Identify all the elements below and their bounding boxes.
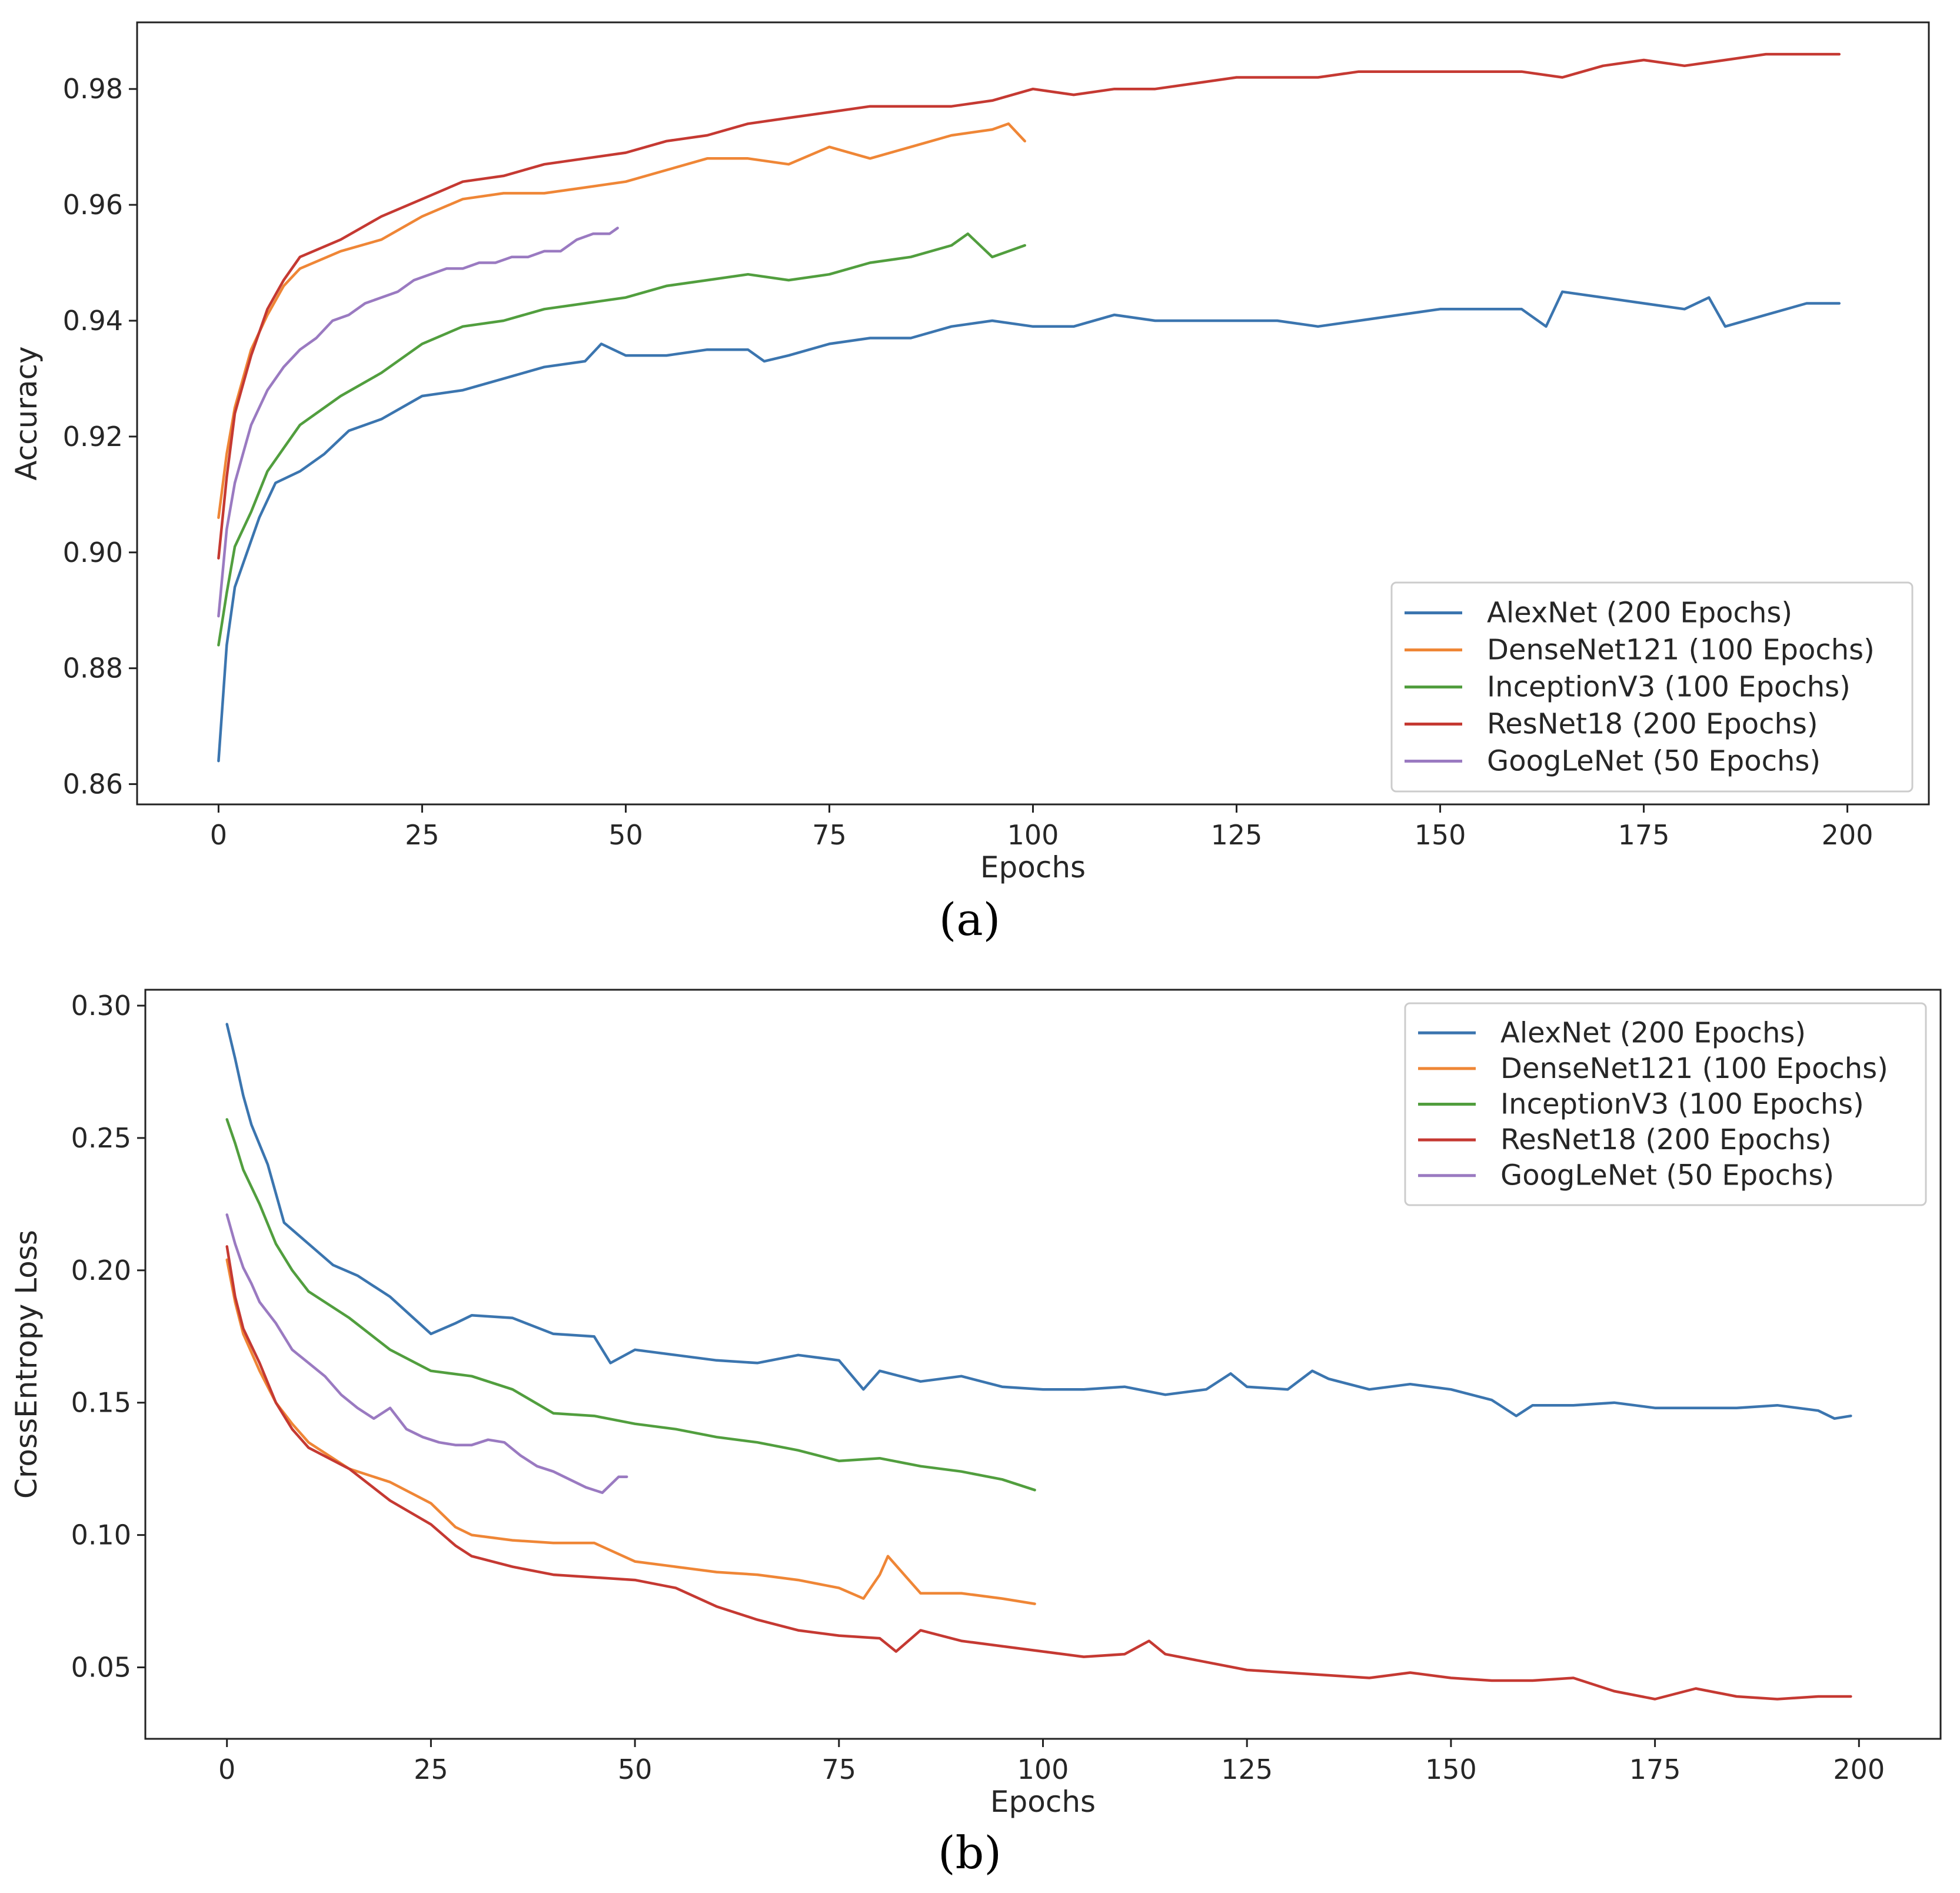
panel-b-y-axis-title: CrossEntropy Loss [9, 1230, 44, 1499]
panel-b-x-tick-label: 150 [1425, 1754, 1477, 1785]
panel-a-y-tick-label: 0.92 [63, 421, 123, 453]
panel-a-x-tick-label: 100 [1007, 819, 1059, 851]
panel-b-y-tick-label: 0.30 [71, 990, 131, 1022]
panel-b-y-tick-label: 0.25 [71, 1122, 131, 1154]
panel-a-x-tick-label: 75 [812, 819, 847, 851]
panel-a-y-axis-title: Accuracy [9, 346, 44, 480]
panel-a-legend-box [1390, 581, 1914, 793]
panel-b-y-tick-label: 0.10 [71, 1519, 131, 1551]
panel-b-x-tick-label: 25 [414, 1754, 448, 1785]
panel-a-x-tick-label: 50 [608, 819, 643, 851]
panel-a-legend-label-densenet121: DenseNet121 (100 Epochs) [1487, 634, 1875, 667]
panel-a-x-tick-label: 150 [1415, 819, 1466, 851]
panel-b-series-line-googlenet [225, 1213, 628, 1494]
panel-b-series-line-inceptionv3 [225, 1118, 1036, 1492]
panel-label-b: (b) [938, 1827, 1001, 1879]
panel-b-legend-label-densenet121: DenseNet121 (100 Epochs) [1500, 1052, 1888, 1085]
panel-a-x-tick-label: 200 [1822, 819, 1874, 851]
panel-a-legend-label-resnet18: ResNet18 (200 Epochs) [1487, 708, 1818, 741]
panel-a-y-tick-label: 0.88 [63, 653, 123, 684]
panel-a-y-tick-label: 0.96 [63, 189, 123, 221]
panel-b-legend-box [1404, 1002, 1927, 1206]
panel-b-x-tick-label: 125 [1221, 1754, 1273, 1785]
panel-b-legend-label-resnet18: ResNet18 (200 Epochs) [1500, 1123, 1832, 1156]
panel-a-series-line-resnet18 [217, 52, 1841, 560]
panel-b-x-tick-label: 0 [218, 1754, 235, 1785]
panel-b-x-axis-title: Epochs [990, 1785, 1096, 1819]
panel-a-x-axis-title: Epochs [980, 850, 1086, 884]
panel-a-y-tick-label: 0.98 [63, 73, 123, 105]
panel-b-y-tick-label: 0.20 [71, 1255, 131, 1286]
panel-a-y-tick-label: 0.86 [63, 768, 123, 800]
panel-b-series-line-densenet121 [225, 1258, 1036, 1605]
panel-a-legend-label-alexnet: AlexNet (200 Epochs) [1487, 597, 1792, 630]
panel-b-y-tick-label: 0.15 [71, 1387, 131, 1419]
panel-a-series-line-googlenet [217, 227, 619, 618]
panel-b-series-line-resnet18 [225, 1245, 1852, 1701]
panel-a-x-tick-label: 0 [210, 819, 227, 851]
panel-b-legend-label-alexnet: AlexNet (200 Epochs) [1500, 1016, 1806, 1049]
panel-b-series-line-alexnet [225, 1023, 1852, 1420]
panel-b-y-tick-label: 0.05 [71, 1652, 131, 1684]
panel-b-legend-label-inceptionv3: InceptionV3 (100 Epochs) [1500, 1088, 1864, 1121]
panel-b-x-tick-label: 175 [1629, 1754, 1681, 1785]
panel-label-a: (a) [939, 893, 1001, 946]
panel-a-legend: AlexNet (200 Epochs) DenseNet121 (100 Epo… [1390, 581, 1914, 793]
panel-a-legend-label-inceptionv3: InceptionV3 (100 Epochs) [1487, 671, 1851, 704]
panel-a-series-line-alexnet [217, 290, 1841, 763]
panel-a-x-tick-label: 175 [1618, 819, 1670, 851]
panel-b-x-tick-label: 200 [1833, 1754, 1885, 1785]
panel-b-legend: AlexNet (200 Epochs)DenseNet121 (100 Epo… [1404, 1002, 1927, 1206]
panel-b-x-tick-label: 50 [618, 1754, 653, 1785]
panel-a-accuracy-chart: 0 25 50 75 100 125 150 175 200 0.86 0.88 0.90 0.92 0.… [9, 21, 1930, 884]
panel-a-series-line-inceptionv3 [217, 232, 1026, 647]
panel-a-y-tick-label: 0.94 [63, 305, 123, 337]
panel-a-y-tick-label: 0.90 [63, 537, 123, 568]
panel-a-x-tick-label: 125 [1211, 819, 1263, 851]
panel-a-x-tick-label: 25 [405, 819, 440, 851]
panel-b-x-tick-label: 100 [1017, 1754, 1069, 1785]
panel-a-legend-label-googlenet: GoogLeNet (50 Epochs) [1487, 745, 1821, 778]
panel-b-legend-label-googlenet: GoogLeNet (50 Epochs) [1500, 1159, 1834, 1192]
panel-b-x-tick-label: 75 [822, 1754, 857, 1785]
panel-a-series-line-densenet121 [217, 122, 1026, 519]
panel-b-loss-chart: 0 25 50 75 100 125 150 175 200 0.05 0.10 0.15 0.20 0.… [9, 989, 1942, 1819]
